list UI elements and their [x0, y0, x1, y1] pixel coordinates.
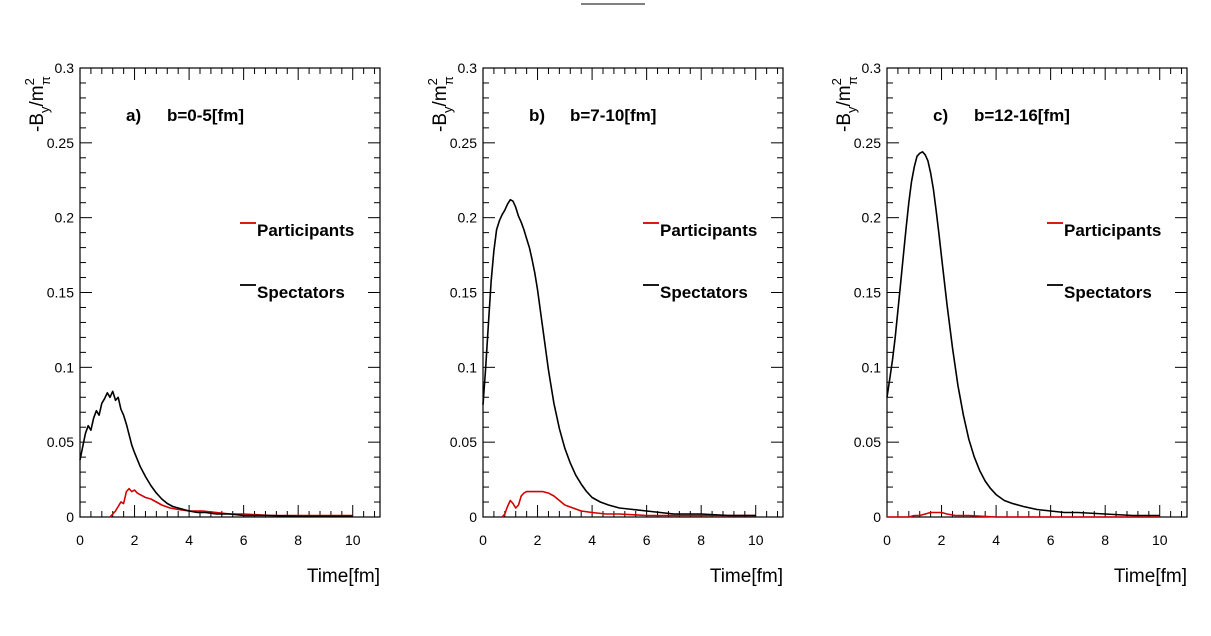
- y-axis-label-mid: /m: [27, 85, 48, 106]
- series-line-spectators: [482, 198, 756, 517]
- y-tick-label: 0: [873, 509, 881, 525]
- y-axis-label-mid: /m: [834, 85, 855, 106]
- y-axis-label-main: -B: [27, 113, 48, 132]
- x-tick-label: 8: [294, 532, 302, 548]
- y-axis-label: -By/m2π: [425, 76, 456, 132]
- x-tick-label: 10: [1152, 532, 1168, 548]
- series-line-participants: [109, 487, 353, 518]
- y-axis-label-subscript-pi: π: [845, 76, 860, 85]
- series-line-participants: [887, 511, 1160, 518]
- x-tick-label: 10: [345, 532, 361, 548]
- x-ticks: [79, 68, 376, 517]
- y-tick-label: 0.15: [854, 285, 881, 301]
- legend-label: Participants: [1064, 221, 1161, 240]
- x-ticks: [886, 68, 1183, 517]
- y-axis-label: -By/m2π: [829, 76, 860, 132]
- panel-title: b=7-10[fm]: [570, 106, 656, 125]
- y-tick-label: 0.2: [458, 210, 478, 226]
- x-axis-label: Time[fm]: [307, 566, 380, 587]
- y-tick-label: 0.05: [47, 434, 74, 450]
- panel-label: a): [126, 106, 141, 125]
- legend-label: Spectators: [1064, 283, 1152, 302]
- x-tick-label: 6: [643, 532, 651, 548]
- x-tick-label: 10: [748, 532, 764, 548]
- y-tick-label: 0.1: [458, 359, 478, 375]
- x-tick-label: 4: [588, 532, 596, 548]
- x-tick-label: 4: [992, 532, 1000, 548]
- y-axis-label-superscript: 2: [22, 78, 37, 85]
- y-ticks: [80, 67, 380, 518]
- y-axis-label-subscript: y: [37, 106, 52, 113]
- y-tick-label: 0.05: [854, 434, 881, 450]
- y-axis-label-main: -B: [834, 113, 855, 132]
- y-tick-label: 0: [66, 509, 74, 525]
- x-tick-label: 8: [697, 532, 705, 548]
- y-tick-label: 0.05: [450, 434, 477, 450]
- panel-label: c): [933, 106, 948, 125]
- x-axis-label: Time[fm]: [1114, 566, 1187, 587]
- y-axis-label-subscript-pi: π: [38, 76, 53, 85]
- y-tick-label: 0.25: [450, 135, 477, 151]
- legend-label: Spectators: [257, 283, 345, 302]
- x-tick-label: 0: [76, 532, 84, 548]
- series-line-spectators: [79, 390, 353, 518]
- y-axis-label-superscript: 2: [425, 78, 440, 85]
- x-tick-label: 8: [1101, 532, 1109, 548]
- y-tick-label: 0.2: [862, 210, 882, 226]
- panel-title: b=0-5[fm]: [167, 106, 244, 125]
- x-tick-label: 2: [534, 532, 542, 548]
- panel-title: b=12-16[fm]: [974, 106, 1070, 125]
- series-line-participants: [501, 490, 756, 518]
- y-tick-label: 0.15: [450, 285, 477, 301]
- y-tick-label: 0.1: [862, 359, 882, 375]
- y-tick-label: 0.3: [862, 60, 882, 76]
- x-tick-label: 0: [479, 532, 487, 548]
- x-tick-label: 2: [938, 532, 946, 548]
- y-tick-label: 0.1: [55, 359, 75, 375]
- x-tick-label: 0: [883, 532, 891, 548]
- y-tick-label: 0.25: [854, 135, 881, 151]
- chart-panel-2: 0 0.05 0.1 0.15 0.2 0.25 0.3 0 2 4 6 8 10 Time[fm] -By…: [425, 60, 784, 587]
- x-tick-label: 4: [185, 532, 193, 548]
- legend-label: Participants: [660, 221, 757, 240]
- x-tick-label: 6: [1047, 532, 1055, 548]
- y-axis-label-main: -B: [430, 113, 451, 132]
- y-axis-label: -By/m2π: [22, 76, 53, 132]
- y-axis-label-subscript-pi: π: [441, 76, 456, 85]
- y-tick-label: 0.2: [55, 210, 75, 226]
- panel-label: b): [529, 106, 545, 125]
- y-tick-label: 0.15: [47, 285, 74, 301]
- y-axis-label-subscript: y: [844, 106, 859, 113]
- y-tick-label: 0.25: [47, 135, 74, 151]
- y-axis-label-subscript: y: [440, 106, 455, 113]
- y-tick-label: 0: [469, 509, 477, 525]
- chart-panel-1: 0 0.05 0.1 0.15 0.2 0.25 0.3 0 2 4 6 8 10 Time[fm] -By…: [22, 60, 381, 587]
- chart-panel-3: 0 0.05 0.1 0.15 0.2 0.25 0.3 0 2 4 6 8 10 Time[fm] -By…: [829, 60, 1188, 587]
- legend-label: Participants: [257, 221, 354, 240]
- panels-group: 00.050.10.150.20.250.30 2 4 6 8 10Time[fm]-By…: [22, 60, 1188, 587]
- series-line-spectators: [886, 151, 1160, 517]
- y-axis-label-mid: /m: [430, 85, 451, 106]
- x-tick-label: 6: [240, 532, 248, 548]
- y-tick-label: 0.3: [55, 60, 75, 76]
- y-axis-label-superscript: 2: [829, 78, 844, 85]
- y-tick-label: 0.3: [458, 60, 478, 76]
- x-axis-label: Time[fm]: [710, 566, 783, 587]
- legend-label: Spectators: [660, 283, 748, 302]
- x-tick-label: 2: [131, 532, 139, 548]
